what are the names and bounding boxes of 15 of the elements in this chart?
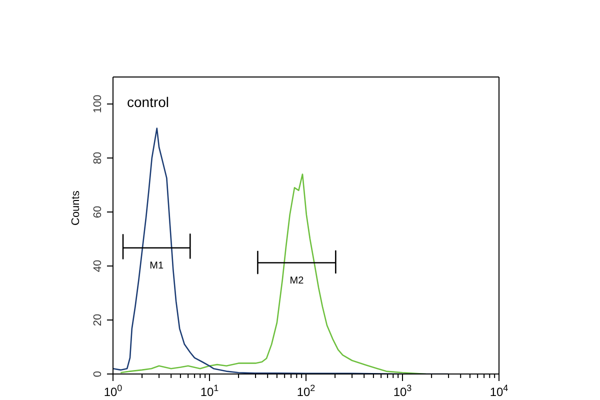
annotation: control xyxy=(127,94,170,110)
annotation: M2 xyxy=(290,276,304,287)
y-tick-label: 80 xyxy=(92,152,104,164)
y-tick-label: 40 xyxy=(92,260,104,272)
x-tick-label: 10$^{3}$ xyxy=(393,383,412,399)
x-tick-label: 10$^{4}$ xyxy=(490,383,508,399)
y-tick-label: 20 xyxy=(92,314,104,326)
y-tick-label: 0 xyxy=(92,370,104,378)
y-tick-label: 100 xyxy=(92,94,104,114)
x-tick-label: 10$^{2}$ xyxy=(296,383,316,399)
x-tick-label: 10$^{0}$ xyxy=(104,383,122,399)
y-axis-title: Counts xyxy=(70,190,82,226)
annotation: M1 xyxy=(150,260,164,272)
y-tick-label: 60 xyxy=(92,206,104,218)
x-tick-label: 10$^{1}$ xyxy=(200,383,219,399)
